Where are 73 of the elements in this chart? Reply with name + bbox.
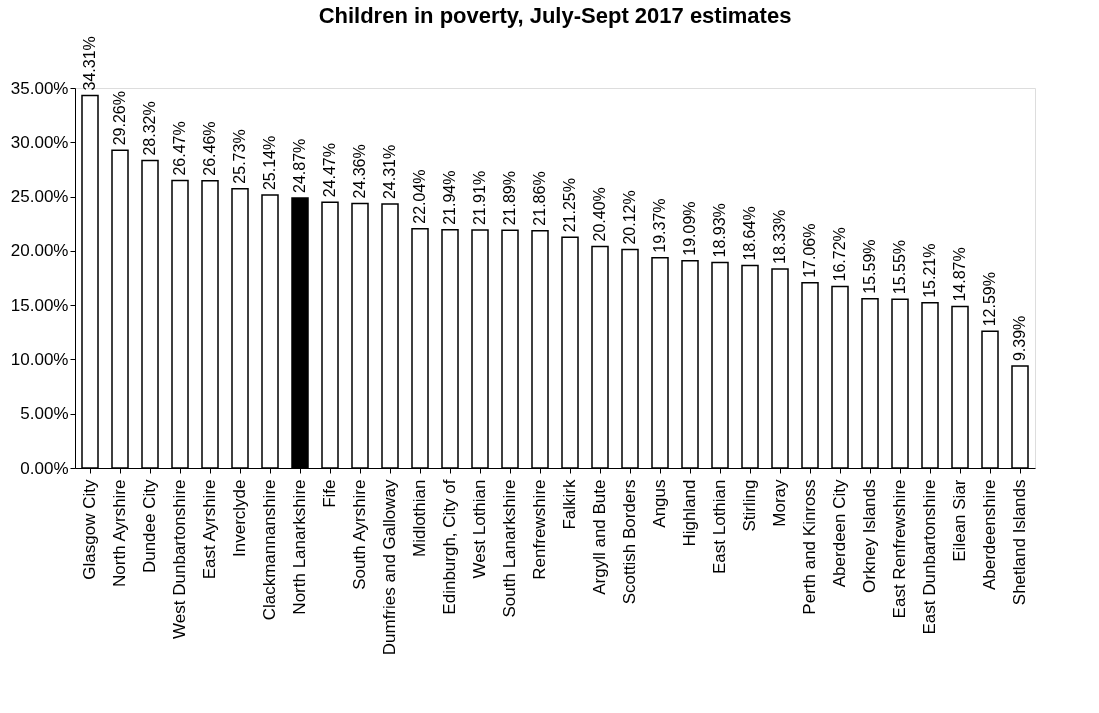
- data-label: 21.89%: [501, 171, 518, 226]
- data-label: 15.21%: [921, 243, 938, 298]
- data-label: 20.12%: [621, 190, 638, 245]
- x-tick-label: East Lothian: [710, 479, 729, 575]
- data-label: 17.06%: [801, 223, 818, 278]
- x-tick-label: South Lanarkshire: [500, 479, 519, 618]
- x-tick-label: Falkirk: [560, 479, 579, 530]
- x-tick-label: Glasgow City: [80, 479, 99, 580]
- x-tick-label: West Dunbartonshire: [170, 479, 189, 639]
- y-tick-label: 10.00%: [10, 349, 69, 369]
- data-label: 22.04%: [411, 169, 428, 224]
- x-tick-label: East Renfrewshire: [890, 479, 909, 619]
- data-label: 18.93%: [711, 203, 728, 258]
- data-label: 12.59%: [981, 272, 998, 327]
- data-label: 9.39%: [1011, 315, 1028, 362]
- data-label: 20.40%: [591, 187, 608, 242]
- x-tick-label: Aberdeen City: [830, 479, 849, 588]
- data-label: 25.73%: [231, 129, 248, 184]
- data-label: 26.46%: [201, 121, 218, 176]
- x-tick-label: Dundee City: [140, 479, 159, 574]
- data-label: 18.33%: [771, 209, 788, 264]
- x-tick-label: Fife: [320, 479, 339, 508]
- chart-title: Children in poverty, July-Sept 2017 estimates: [318, 3, 792, 29]
- data-label: 19.09%: [681, 201, 698, 256]
- y-tick-label: 5.00%: [20, 404, 69, 424]
- data-label: 15.59%: [861, 239, 878, 294]
- x-tick-label: Edinburgh, City of: [440, 479, 459, 615]
- y-tick-label: 25.00%: [10, 187, 69, 207]
- x-tick-label: Moray: [770, 479, 789, 527]
- y-tick-label: 15.00%: [10, 295, 69, 315]
- data-label: 29.26%: [111, 91, 128, 146]
- x-tick-label: Renfrewshire: [530, 479, 549, 580]
- data-label: 14.87%: [951, 247, 968, 302]
- data-label: 24.47%: [321, 143, 338, 198]
- x-tick-label: Stirling: [740, 479, 759, 532]
- x-tick-label: Midlothian: [410, 479, 429, 557]
- data-label: 21.86%: [531, 171, 548, 226]
- data-label: 21.94%: [441, 170, 458, 225]
- y-tick-label: 0.00%: [20, 458, 69, 478]
- data-label: 28.32%: [141, 101, 158, 156]
- x-tick-label: East Ayrshire: [200, 479, 219, 580]
- x-tick-label: Scottish Borders: [620, 479, 639, 605]
- x-tick-label: North Lanarkshire: [290, 479, 309, 615]
- data-label: 15.55%: [891, 239, 908, 295]
- data-label: 21.25%: [561, 178, 578, 233]
- x-tick-label: Orkney Islands: [860, 479, 879, 593]
- x-tick-label: Highland: [680, 479, 699, 547]
- data-label: 24.31%: [381, 144, 398, 200]
- data-label: 24.87%: [291, 138, 308, 193]
- data-label: 19.37%: [651, 198, 668, 253]
- y-tick-label: 20.00%: [10, 241, 69, 261]
- x-tick-label: East Dunbartonshire: [920, 479, 939, 635]
- x-tick-label: Argyll and Bute: [590, 479, 609, 595]
- data-label: 26.47%: [171, 121, 188, 176]
- data-label: 21.91%: [471, 170, 488, 226]
- x-tick-label: West Lothian: [470, 479, 489, 579]
- x-tick-label: Eilean Siar: [950, 479, 969, 562]
- x-tick-label: North Ayrshire: [110, 479, 129, 587]
- x-tick-label: Clackmannanshire: [260, 479, 279, 621]
- data-label: 18.64%: [741, 206, 758, 261]
- x-tick-label: South Ayrshire: [350, 479, 369, 590]
- y-tick-label: 35.00%: [10, 78, 69, 98]
- x-tick-label: Aberdeenshire: [980, 479, 999, 591]
- data-label: 16.72%: [831, 227, 848, 282]
- data-label: 34.31%: [81, 36, 98, 91]
- x-tick-label: Dumfries and Galloway: [380, 479, 399, 656]
- x-tick-label: Shetland Islands: [1010, 479, 1029, 606]
- x-tick-label: Perth and Kinross: [800, 479, 819, 615]
- data-label: 24.36%: [351, 144, 368, 199]
- y-tick-label: 30.00%: [10, 132, 69, 152]
- x-tick-label: Angus: [650, 479, 669, 528]
- data-label: 25.14%: [261, 135, 278, 191]
- x-tick-label: Inverclyde: [230, 479, 249, 557]
